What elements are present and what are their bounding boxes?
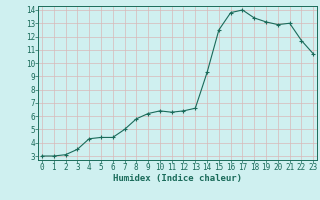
- X-axis label: Humidex (Indice chaleur): Humidex (Indice chaleur): [113, 174, 242, 183]
